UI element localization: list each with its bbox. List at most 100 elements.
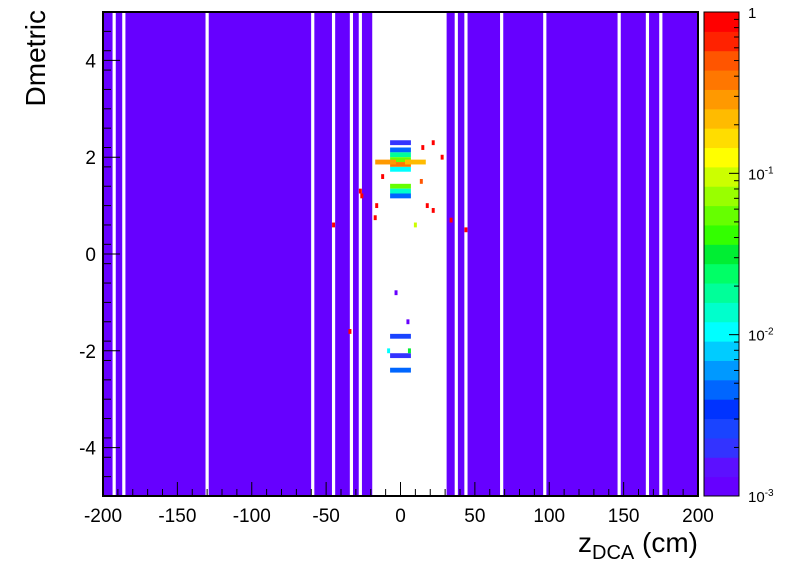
x-tick-label: 150 xyxy=(608,506,640,527)
heatmap-cell xyxy=(431,140,435,146)
colorbar-segment xyxy=(704,418,739,439)
empty-column xyxy=(659,12,663,496)
heatmap-cell xyxy=(381,174,385,179)
colorbar-segment xyxy=(704,457,739,478)
colorbar-segment xyxy=(704,205,739,226)
empty-column xyxy=(205,12,209,496)
y-tick-label: 2 xyxy=(85,148,96,169)
empty-column xyxy=(122,12,126,496)
y-tick-label: 4 xyxy=(85,51,96,72)
heatmap-cell xyxy=(464,227,468,233)
empty-band xyxy=(372,12,447,496)
x-axis-title-unit: (cm) xyxy=(634,527,698,558)
heatmap-cell xyxy=(413,222,417,228)
colorbar-segment xyxy=(704,166,739,187)
colorbar-segment xyxy=(704,128,739,149)
x-tick-label: -100 xyxy=(233,506,271,527)
empty-column xyxy=(358,12,362,496)
heatmap-cells xyxy=(332,140,468,373)
x-tick-label: 50 xyxy=(464,506,485,527)
colorbar-segment xyxy=(704,283,739,303)
heatmap-cell xyxy=(390,147,411,153)
y-tick-label: -2 xyxy=(79,342,96,363)
heatmap-cell xyxy=(431,208,435,213)
heatmap-cell xyxy=(449,217,453,223)
colorbar-segment xyxy=(704,341,739,361)
y-tick-label: 0 xyxy=(85,245,96,266)
y-tick-label: -4 xyxy=(79,439,96,460)
heatmap-cell xyxy=(407,348,411,354)
x-axis-title-main: z xyxy=(578,527,592,558)
empty-column xyxy=(500,12,504,496)
heatmap-cell xyxy=(394,290,398,296)
x-tick-label: -150 xyxy=(158,506,196,527)
y-axis: -4 -2 0 2 4 xyxy=(79,11,120,497)
colorbar-segment xyxy=(704,476,739,497)
colorbar-segment xyxy=(704,244,739,265)
heatmap-cell xyxy=(406,319,410,325)
colorbar-segment xyxy=(704,302,739,323)
heatmap-cell xyxy=(390,140,411,146)
empty-column xyxy=(331,12,336,496)
colorbar-label: 10-1 xyxy=(748,165,774,183)
colorbar: 10-3 10-2 10-1 1 xyxy=(703,5,774,506)
colorbar-frame xyxy=(703,11,740,497)
colorbar-segment xyxy=(704,399,739,420)
heatmap-cell xyxy=(390,367,411,373)
heatmap-cell xyxy=(390,152,411,158)
colorbar-segment xyxy=(704,321,739,342)
colorbar-label: 1 xyxy=(748,5,756,22)
empty-column xyxy=(617,12,621,496)
x-axis: -200 -150 -100 -50 0 50 100 150 200 xyxy=(84,482,714,527)
heatmap-cell xyxy=(440,154,444,160)
heatmap-cell xyxy=(358,188,362,194)
heatmap-cell xyxy=(404,159,426,165)
colorbar-segment xyxy=(704,12,739,32)
heatmap-cell xyxy=(390,193,411,199)
empty-column xyxy=(349,12,354,496)
heatmap-cell xyxy=(332,222,336,228)
heatmap-cell xyxy=(348,329,352,334)
colorbar-segment xyxy=(704,50,739,71)
colorbar-label: 10-2 xyxy=(748,327,774,345)
heatmap-cell xyxy=(421,145,425,150)
heatmap-cell xyxy=(419,178,423,184)
colorbar-segment xyxy=(704,108,739,129)
heatmap-cell xyxy=(390,157,411,163)
heatmap-cell xyxy=(390,333,411,339)
x-tick-label: -50 xyxy=(312,506,339,527)
x-axis-title: zDCA (cm) xyxy=(578,527,698,564)
heatmap-cell xyxy=(373,215,377,221)
colorbar-segment xyxy=(704,70,739,90)
empty-column xyxy=(464,12,468,496)
colorbar-segment xyxy=(704,379,739,400)
colorbar-label: 10-3 xyxy=(748,488,774,506)
colorbar-segment xyxy=(704,224,739,245)
empty-column xyxy=(454,12,458,496)
colorbar-segment xyxy=(704,147,739,168)
heatmap-cell xyxy=(390,183,411,189)
plot-area xyxy=(103,12,698,496)
x-tick-label: -200 xyxy=(84,506,122,527)
heatmap-cell xyxy=(390,162,411,167)
empty-column xyxy=(645,12,650,496)
colorbar-segment xyxy=(704,360,739,381)
colorbar-segment xyxy=(704,186,739,207)
heatmap-cell xyxy=(390,353,411,359)
x-tick-label: 100 xyxy=(533,506,565,527)
x-tick-label: 200 xyxy=(682,506,714,527)
colorbar-segment xyxy=(704,89,739,110)
heatmap-cell xyxy=(360,193,364,199)
heatmap-cell xyxy=(425,203,429,209)
heatmap-cell xyxy=(387,348,391,354)
heatmap-cell xyxy=(375,203,379,209)
empty-column xyxy=(311,12,315,496)
heatmap-cell xyxy=(390,188,411,194)
colorbar-segment xyxy=(704,437,739,458)
colorbar-segment xyxy=(704,263,739,284)
x-tick-label: 0 xyxy=(395,506,406,527)
heatmap-cell xyxy=(390,166,411,172)
colorbar-segment xyxy=(704,31,739,52)
heatmap-cell xyxy=(375,159,397,165)
